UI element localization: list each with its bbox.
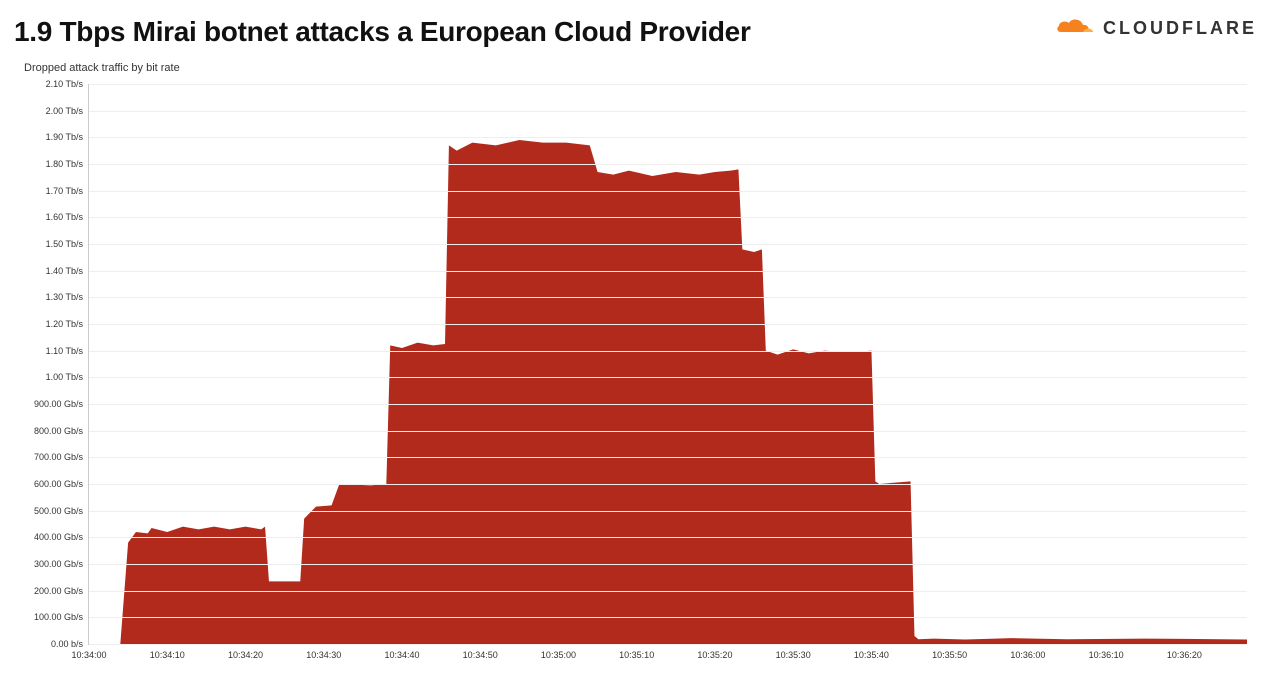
gridline (89, 164, 1247, 165)
y-axis-label: 1.70 Tb/s (23, 186, 89, 196)
y-axis-label: 400.00 Gb/s (23, 532, 89, 542)
x-axis-label: 10:34:30 (306, 644, 341, 660)
x-axis-label: 10:34:20 (228, 644, 263, 660)
x-axis-label: 10:35:00 (541, 644, 576, 660)
gridline (89, 244, 1247, 245)
gridline (89, 351, 1247, 352)
chart-subtitle: Dropped attack traffic by bit rate (24, 62, 180, 74)
series-primary (89, 140, 1247, 644)
x-axis-label: 10:35:50 (932, 644, 967, 660)
x-axis-label: 10:35:20 (697, 644, 732, 660)
gridline (89, 377, 1247, 378)
x-axis-label: 10:34:40 (384, 644, 419, 660)
gridline (89, 484, 1247, 485)
gridline (89, 191, 1247, 192)
x-axis-label: 10:34:50 (463, 644, 498, 660)
brand-wordmark: CLOUDFLARE (1103, 18, 1257, 39)
y-axis-label: 800.00 Gb/s (23, 426, 89, 436)
y-axis-label: 1.30 Tb/s (23, 292, 89, 302)
y-axis-label: 2.10 Tb/s (23, 79, 89, 89)
y-axis-label: 1.00 Tb/s (23, 372, 89, 382)
gridline (89, 217, 1247, 218)
y-axis-label: 200.00 Gb/s (23, 586, 89, 596)
y-axis-label: 1.90 Tb/s (23, 132, 89, 142)
y-axis-label: 1.60 Tb/s (23, 212, 89, 222)
y-axis-label: 300.00 Gb/s (23, 559, 89, 569)
brand-logo: CLOUDFLARE (1055, 14, 1257, 43)
y-axis-label: 1.40 Tb/s (23, 266, 89, 276)
y-axis-label: 100.00 Gb/s (23, 612, 89, 622)
gridline (89, 511, 1247, 512)
plot-area: 0.00 b/s100.00 Gb/s200.00 Gb/s300.00 Gb/… (88, 84, 1247, 645)
gridline (89, 404, 1247, 405)
y-axis-label: 2.00 Tb/s (23, 106, 89, 116)
y-axis-label: 1.50 Tb/s (23, 239, 89, 249)
chart-container: 0.00 b/s100.00 Gb/s200.00 Gb/s300.00 Gb/… (22, 80, 1251, 669)
gridline (89, 617, 1247, 618)
gridline (89, 537, 1247, 538)
x-axis-label: 10:34:00 (71, 644, 106, 660)
page: 1.9 Tbps Mirai botnet attacks a European… (0, 0, 1273, 687)
y-axis-label: 700.00 Gb/s (23, 452, 89, 462)
page-title: 1.9 Tbps Mirai botnet attacks a European… (14, 16, 751, 48)
gridline (89, 137, 1247, 138)
y-axis-label: 1.10 Tb/s (23, 346, 89, 356)
gridline (89, 591, 1247, 592)
x-axis-label: 10:34:10 (150, 644, 185, 660)
y-axis-label: 1.80 Tb/s (23, 159, 89, 169)
x-axis-label: 10:35:30 (776, 644, 811, 660)
gridline (89, 457, 1247, 458)
x-axis-label: 10:36:00 (1010, 644, 1045, 660)
x-axis-label: 10:35:10 (619, 644, 654, 660)
gridline (89, 431, 1247, 432)
gridline (89, 324, 1247, 325)
x-axis-label: 10:36:10 (1089, 644, 1124, 660)
x-axis-label: 10:35:40 (854, 644, 889, 660)
y-axis-label: 1.20 Tb/s (23, 319, 89, 329)
y-axis-label: 600.00 Gb/s (23, 479, 89, 489)
gridline (89, 297, 1247, 298)
x-axis-label: 10:36:20 (1167, 644, 1202, 660)
gridline (89, 111, 1247, 112)
gridline (89, 84, 1247, 85)
cloudflare-icon (1055, 14, 1095, 43)
y-axis-label: 500.00 Gb/s (23, 506, 89, 516)
area-chart-svg (89, 84, 1247, 644)
y-axis-label: 900.00 Gb/s (23, 399, 89, 409)
gridline (89, 564, 1247, 565)
gridline (89, 271, 1247, 272)
